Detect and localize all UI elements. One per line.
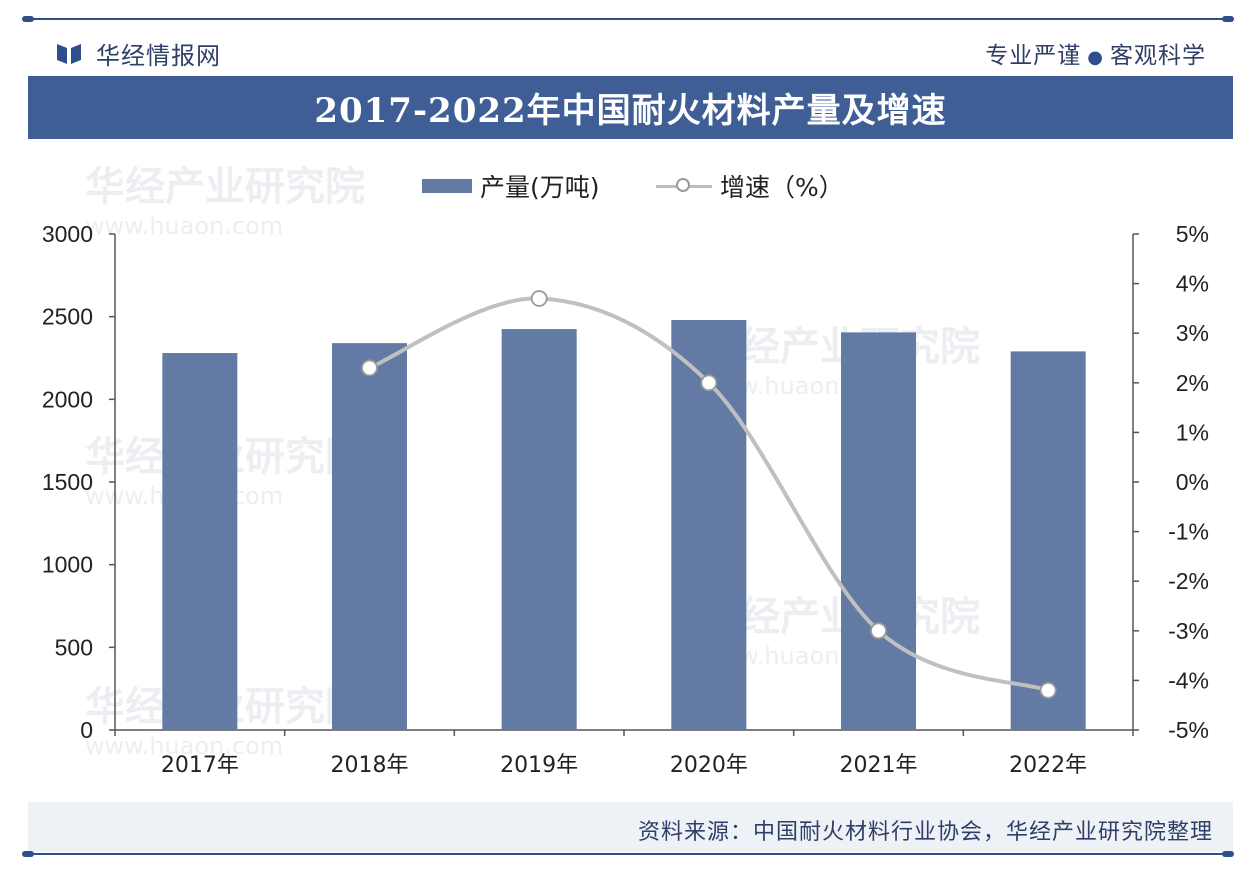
slogan-left: 专业严谨 (985, 43, 1082, 69)
y-right-tick-label: 5% (1176, 221, 1209, 247)
y-left-tick-label: 1000 (42, 552, 93, 578)
frame-dot (22, 851, 34, 857)
watermark-text: 华经产业研究院 (85, 164, 365, 210)
bar-2022年 (1010, 351, 1086, 730)
y-left-tick-label: 500 (55, 634, 93, 660)
brand-logo: 华经情报网 (56, 36, 221, 71)
source-note: 资料来源：中国耐火材料行业协会，华经产业研究院整理 (637, 820, 1213, 845)
x-tick-label: 2022年 (1009, 753, 1087, 778)
top-frame-line (28, 18, 1228, 20)
bar-2018年 (332, 343, 407, 730)
x-tick-label: 2018年 (331, 753, 409, 778)
y-right-tick-label: 3% (1176, 320, 1209, 346)
y-right-tick-label: -3% (1168, 618, 1209, 644)
legend-item-line: 增速（%） (656, 168, 844, 204)
slogan: 专业严谨 ● 客观科学 (985, 36, 1206, 70)
legend-line-swatch (656, 176, 712, 196)
frame-dot (1222, 16, 1234, 22)
watermark-url: www.huaon.com (85, 732, 283, 760)
watermark-text: 华经产业研究院 (700, 324, 980, 370)
growth-point (700, 374, 718, 392)
legend-item-bar: 产量(万吨) (422, 168, 600, 204)
y-right-tick-label: 0% (1176, 469, 1209, 495)
y-right-tick-label: 1% (1176, 419, 1209, 445)
chart-legend: 产量(万吨) 增速（%） (0, 164, 1256, 204)
x-tick-label: 2021年 (840, 753, 918, 778)
bar-2021年 (841, 332, 916, 730)
header: 华经情报网 专业严谨 ● 客观科学 (28, 24, 1228, 74)
x-tick-label: 2019年 (500, 753, 578, 778)
y-left-tick-label: 1500 (42, 469, 93, 495)
bar-2017年 (162, 353, 238, 730)
slogan-right: 客观科学 (1110, 43, 1206, 69)
growth-point (1039, 681, 1057, 699)
brand-name: 华经情报网 (96, 42, 221, 70)
y-right-tick-label: -1% (1168, 519, 1209, 545)
y-right-tick-label: -4% (1168, 667, 1209, 693)
y-left-tick-label: 2500 (42, 304, 93, 330)
legend-label-line: 增速（%） (720, 173, 844, 202)
x-tick-label: 2017年 (161, 753, 239, 778)
frame-dot (1222, 851, 1234, 857)
growth-point (870, 622, 887, 640)
y-right-tick-label: 2% (1176, 370, 1209, 396)
legend-label-bar: 产量(万吨) (480, 173, 600, 202)
y-right-tick-label: -2% (1168, 568, 1209, 594)
x-tick-label: 2020年 (670, 753, 748, 778)
growth-point (530, 290, 548, 307)
book-icon (57, 43, 81, 64)
chart-plot: 华经产业研究院www.huaon.com华经产业研究院www.huaon.com… (42, 164, 1209, 778)
y-right-tick-label: 4% (1176, 271, 1209, 297)
y-right-tick-label: -5% (1168, 717, 1209, 743)
watermark-text: 华经产业研究院 (700, 594, 980, 640)
source-bar: 资料来源：中国耐火材料行业协会，华经产业研究院整理 (28, 802, 1233, 852)
y-left-tick-label: 2000 (42, 386, 93, 412)
y-left-tick-label: 3000 (42, 221, 93, 247)
y-left-tick-label: 0 (80, 717, 93, 743)
chart-title: 2017-2022年中国耐火材料产量及增速 (28, 76, 1233, 139)
legend-bar-swatch (422, 179, 472, 193)
watermark-url: www.huaon.com (85, 212, 283, 240)
bottom-frame-line (28, 853, 1228, 855)
bullet-icon: ● (1087, 47, 1104, 68)
frame-dot (22, 16, 34, 22)
bar-2019年 (501, 329, 577, 730)
growth-point (361, 359, 378, 377)
